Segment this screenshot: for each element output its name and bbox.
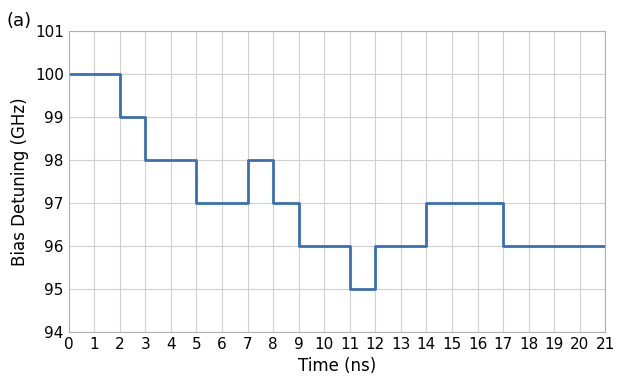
Text: (a): (a) xyxy=(6,12,31,30)
X-axis label: Time (ns): Time (ns) xyxy=(298,357,376,375)
Y-axis label: Bias Detuning (GHz): Bias Detuning (GHz) xyxy=(11,97,29,266)
